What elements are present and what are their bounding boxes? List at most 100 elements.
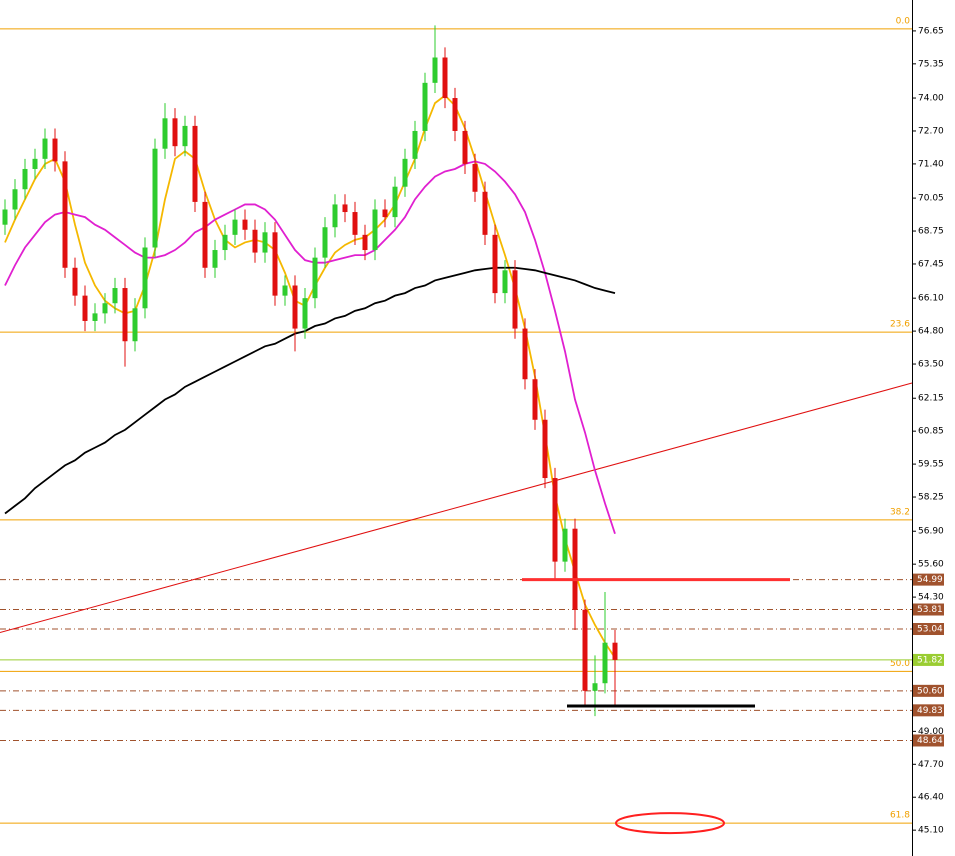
candle-body [182,125,188,147]
candle-body [32,158,38,169]
moving-average [4,266,616,515]
candle-body [222,234,228,251]
y-tick-label: 49.00 [918,727,944,737]
y-tick-label: 56.90 [918,527,944,537]
candle-body [612,642,618,660]
target-ellipse [615,812,725,835]
candle-body [302,298,308,329]
candle-body [272,232,278,296]
y-tick-label: 55.60 [918,560,944,570]
candle-body [392,186,398,218]
candle-body [132,308,138,342]
y-tick-label: 76.65 [918,26,944,36]
candle-body [472,163,478,192]
candle-body [322,227,328,258]
y-tick-label: 47.70 [918,760,944,770]
candle-body [122,288,128,342]
level-label: 49.83 [917,706,943,716]
fib-label: 50.0 [890,659,910,669]
y-tick-label: 66.10 [918,294,944,304]
candle-body [482,191,488,235]
level-label-box [913,573,944,586]
candle-body [22,168,28,190]
y-tick-label: 64.80 [918,327,944,337]
candle-body [72,267,78,296]
candle-body [92,313,98,321]
candle-body [82,295,88,321]
candle-body [212,250,218,268]
candle-body [542,419,548,479]
candle-body [592,683,598,691]
candle-body [402,158,408,187]
candle-body [452,98,458,131]
candle-body [152,148,158,248]
candle-body [562,528,568,562]
level-label: 48.64 [917,736,943,746]
y-tick-label: 68.75 [918,227,944,237]
y-tick-label: 71.40 [918,159,944,169]
candle-body [372,209,378,251]
candle-body [312,257,318,299]
y-tick-label: 72.70 [918,126,944,136]
candle-body [2,209,8,225]
y-tick-label: 63.50 [918,360,944,370]
moving-average [4,160,616,535]
level-label-box [913,684,944,697]
y-tick-label: 46.40 [918,793,944,803]
candle-body [582,609,588,691]
candle-body [12,189,18,210]
y-tick-label: 75.35 [918,59,944,69]
candle-body [512,270,518,329]
candle-body [62,161,68,268]
y-tick-label: 67.45 [918,259,944,269]
candle-body [522,328,528,380]
level-label: 53.81 [917,605,943,615]
level-label-box [913,734,944,747]
current-price-label: 51.82 [917,655,943,665]
candle-body [362,234,368,251]
candle-body [412,130,418,159]
y-tick-label: 60.85 [918,427,944,437]
candle-body [352,212,358,235]
candle-body [502,270,508,294]
candle-body [192,125,198,202]
y-tick-label: 54.30 [918,593,944,603]
candle-body [42,138,48,159]
y-tick-label: 70.05 [918,194,944,204]
candle-body [202,201,208,268]
candle-body [102,303,108,314]
candle-body [552,478,558,562]
fib-label: 61.8 [890,811,910,821]
level-label: 54.99 [917,575,943,585]
candle-body [602,642,608,684]
candle-body [252,229,258,253]
candle-body [382,209,388,218]
candle-body [572,528,578,610]
candle-body [142,247,148,309]
candle-body [282,285,288,296]
candle-body [422,82,428,131]
candle-body [242,219,248,230]
current-price-box [913,653,944,666]
y-tick-label: 59.55 [918,460,944,470]
y-tick-label: 45.10 [918,826,944,836]
trendline [0,382,913,634]
fib-label: 23.6 [890,320,910,330]
candle-body [262,232,268,253]
candle-body [492,234,498,294]
level-label: 53.04 [917,625,943,635]
candle-body [462,130,468,164]
level-label-box [913,603,944,616]
candle-body [232,219,238,235]
level-label: 50.60 [917,686,943,696]
candle-body [292,285,298,329]
level-label-box [913,623,944,636]
candle-body [52,138,58,162]
candle-body [332,204,338,228]
fib-label: 0.0 [896,16,911,26]
level-label-box [913,704,944,717]
y-tick-label: 62.15 [918,394,944,404]
